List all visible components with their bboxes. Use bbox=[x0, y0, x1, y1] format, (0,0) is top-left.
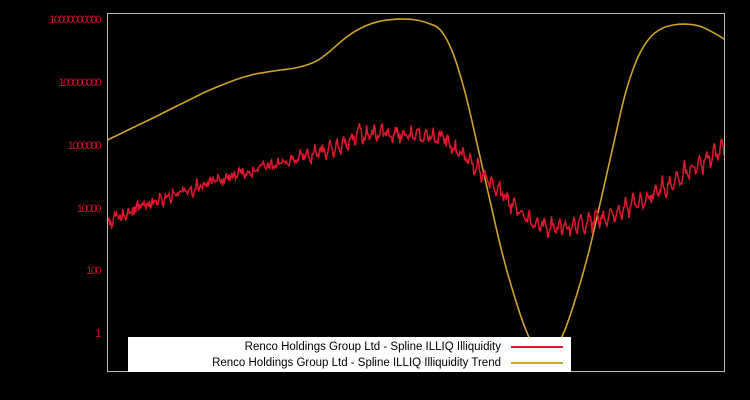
y-axis-tick-label: 1 bbox=[95, 328, 101, 340]
y-axis-tick-label: 100 bbox=[86, 265, 101, 277]
series-canvas bbox=[108, 18, 724, 358]
series-line-trend bbox=[108, 18, 724, 358]
y-axis-tick-label: 100000000 bbox=[58, 77, 101, 89]
legend-entry-label: Renco Holdings Group Ltd - Spline ILLIQ … bbox=[212, 356, 501, 369]
legend-color-swatch bbox=[511, 345, 563, 348]
y-axis-tick-label: 10000000000 bbox=[49, 14, 101, 26]
plot-area bbox=[107, 13, 725, 372]
legend-entry: Renco Holdings Group Ltd - Spline ILLIQ … bbox=[128, 339, 565, 355]
legend: Renco Holdings Group Ltd - Spline ILLIQ … bbox=[128, 337, 571, 372]
legend-entry: Renco Holdings Group Ltd - Spline ILLIQ … bbox=[128, 355, 565, 371]
legend-entry-label: Renco Holdings Group Ltd - Spline ILLIQ … bbox=[244, 340, 501, 353]
series-line-illiquidity bbox=[108, 123, 724, 239]
y-axis-tick-label: 10000 bbox=[76, 203, 102, 215]
legend-color-swatch bbox=[511, 361, 563, 364]
y-axis-tick-labels: 10000000000 100000000 1000000 10000 100 … bbox=[0, 0, 104, 400]
y-axis-tick-label: 1000000 bbox=[67, 140, 102, 152]
